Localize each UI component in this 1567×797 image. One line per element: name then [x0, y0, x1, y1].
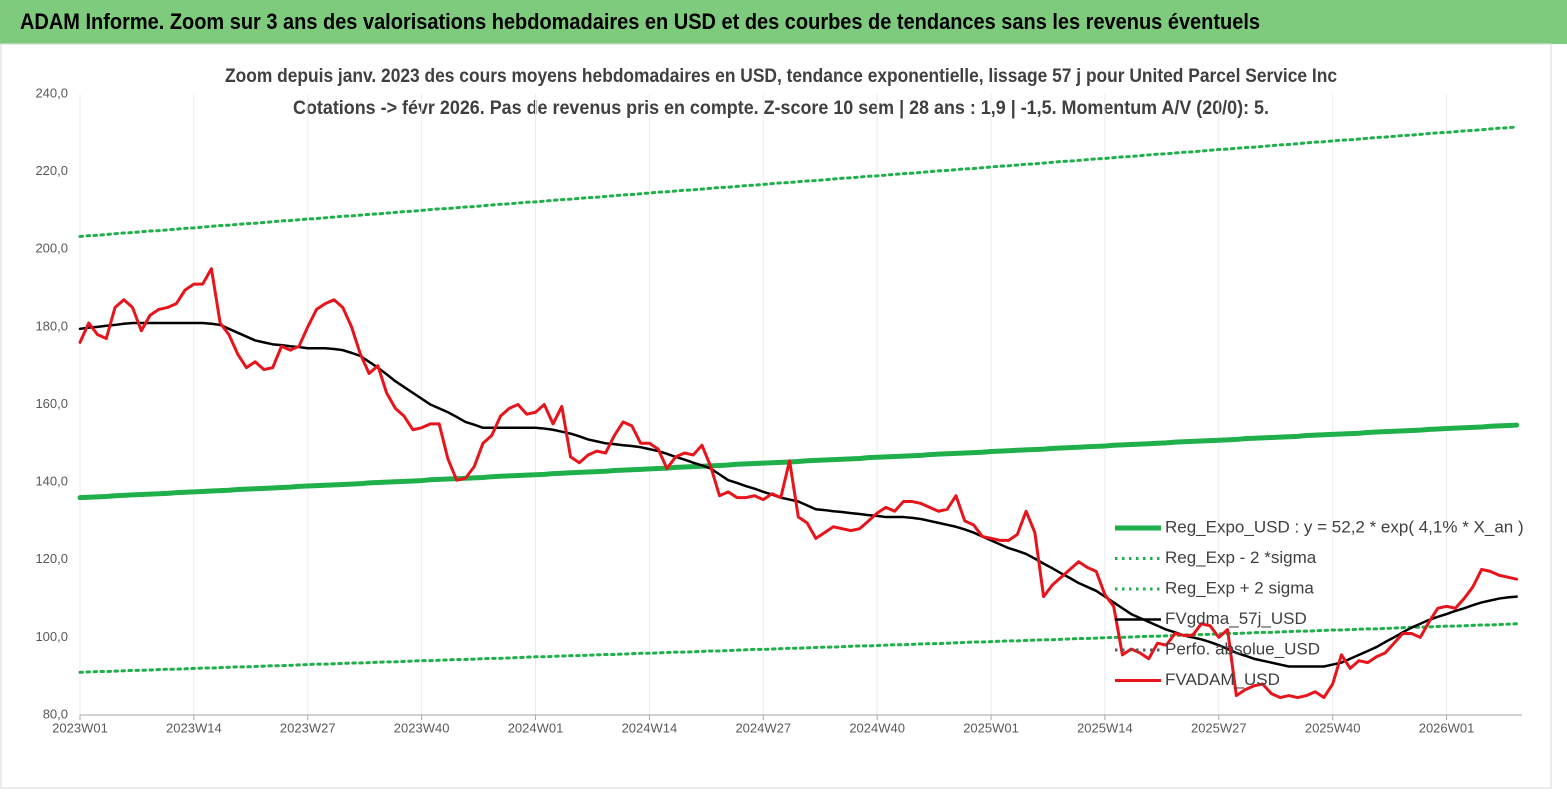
x-tick-label: 2026W01 [1419, 720, 1475, 735]
plot-area: 80,0 100,0 120,0 140,0 160,0 180,0 200,0 220,0 2… [35, 85, 1523, 735]
y-tick-label: 140,0 [35, 474, 68, 489]
x-tick-label: 2024W01 [508, 720, 564, 735]
y-tick-label: 240,0 [35, 85, 68, 100]
series-line [77, 422, 1520, 501]
legend-label: Reg_Exp + 2 sigma [1165, 578, 1314, 597]
series-line [78, 267, 1519, 700]
y-tick-label: 220,0 [35, 163, 68, 178]
y-tick-label: 160,0 [35, 396, 68, 411]
legend-label: Reg_Exp - 2 *sigma [1165, 548, 1317, 567]
x-tick-label: 2025W40 [1305, 720, 1361, 735]
y-tick-label: 80,0 [43, 706, 68, 721]
x-tick-label: 2024W27 [735, 720, 791, 735]
series-line [78, 125, 1519, 238]
legend-label: FVADAM_USD [1165, 670, 1280, 689]
x-tick-label: 2025W14 [1077, 720, 1133, 735]
series-line [78, 622, 1519, 674]
chart-subtitle: Zoom depuis janv. 2023 des cours moyens … [225, 66, 1337, 87]
header-bar [0, 0, 1567, 44]
x-tick-label: 2024W14 [622, 720, 678, 735]
y-tick-label: 180,0 [35, 318, 68, 333]
x-tick-label: 2023W14 [166, 720, 222, 735]
x-tick-label: 2023W40 [394, 720, 450, 735]
y-tick-label: 100,0 [35, 629, 68, 644]
chart-title: ADAM Informe. Zoom sur 3 ans des valoris… [20, 9, 1260, 34]
chart-border [0, 43, 1552, 789]
y-tick-label: 200,0 [35, 241, 68, 256]
x-tick-label: 2023W27 [280, 720, 336, 735]
x-tick-label: 2025W27 [1191, 720, 1247, 735]
x-tick-label: 2023W01 [52, 720, 108, 735]
chart-subtitle: Cotations -> févr 2026. Pas de revenus p… [293, 98, 1269, 119]
legend-label: FVgdma_57j_USD [1165, 609, 1307, 628]
y-tick-label: 120,0 [35, 551, 68, 566]
series-line [78, 321, 1518, 668]
x-tick-label: 2025W01 [963, 720, 1019, 735]
legend-label: Reg_Expo_USD : y = 52,2 * exp( 4,1% * X_… [1165, 517, 1524, 536]
legend-label: Perfo. absolue_USD [1165, 639, 1320, 658]
x-tick-label: 2024W40 [849, 720, 905, 735]
